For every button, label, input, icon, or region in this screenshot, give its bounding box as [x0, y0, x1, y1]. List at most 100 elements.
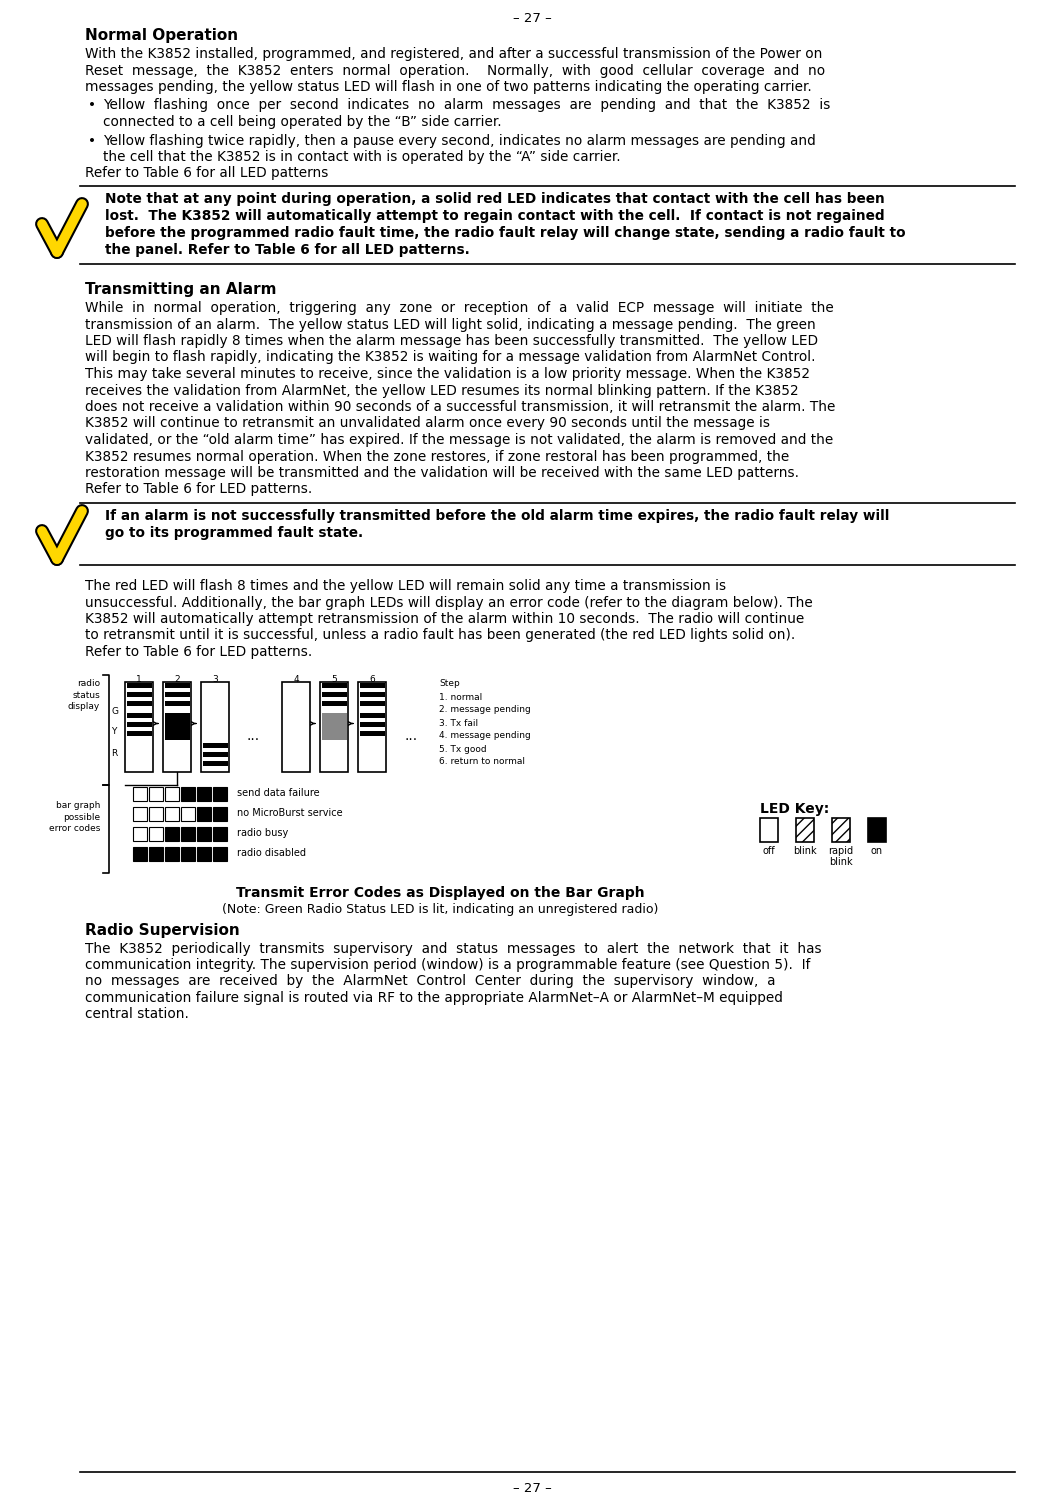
Text: (Note: Green Radio Status LED is lit, indicating an unregistered radio): (Note: Green Radio Status LED is lit, in…	[221, 903, 659, 916]
Text: transmission of an alarm.  The yellow status LED will light solid, indicating a : transmission of an alarm. The yellow sta…	[85, 318, 816, 331]
Bar	[127, 701, 151, 706]
Bar	[202, 761, 228, 765]
Text: restoration message will be transmitted and the validation will be received with: restoration message will be transmitted …	[85, 466, 799, 480]
Bar	[202, 756, 228, 761]
Text: Normal Operation: Normal Operation	[85, 28, 238, 43]
Bar	[360, 697, 384, 701]
Bar	[133, 827, 147, 840]
Text: communication failure signal is routed via RF to the appropriate AlarmNet–A or A: communication failure signal is routed v…	[85, 991, 783, 1006]
Bar	[181, 786, 195, 801]
Text: communication integrity. The supervision period (window) is a programmable featu: communication integrity. The supervision…	[85, 958, 811, 971]
Bar	[321, 701, 347, 706]
Text: does not receive a validation within 90 seconds of a successful transmission, it: does not receive a validation within 90 …	[85, 400, 835, 413]
Bar	[360, 706, 384, 710]
Text: the panel. Refer to Table 6 for all LED patterns.: the panel. Refer to Table 6 for all LED …	[105, 243, 469, 257]
Bar	[360, 692, 384, 697]
Text: validated, or the “old alarm time” has expired. If the message is not validated,: validated, or the “old alarm time” has e…	[85, 433, 833, 448]
Bar	[202, 747, 228, 752]
Bar	[165, 827, 179, 840]
Bar	[165, 697, 189, 701]
Bar	[358, 682, 386, 771]
Bar	[165, 846, 179, 861]
Text: 2. message pending: 2. message pending	[439, 706, 531, 715]
Bar	[149, 846, 163, 861]
Text: K3852 will automatically attempt retransmission of the alarm within 10 seconds. : K3852 will automatically attempt retrans…	[85, 612, 804, 627]
Bar	[360, 688, 384, 692]
Bar	[796, 818, 814, 841]
Bar	[197, 807, 211, 821]
Text: •: •	[88, 133, 96, 148]
Bar	[321, 697, 347, 701]
Text: radio disabled: radio disabled	[237, 849, 306, 858]
Bar	[127, 706, 151, 710]
Text: LED will flash rapidly 8 times when the alarm message has been successfully tran: LED will flash rapidly 8 times when the …	[85, 334, 818, 348]
Text: blink: blink	[793, 846, 817, 855]
Bar	[181, 846, 195, 861]
Bar	[282, 682, 310, 771]
Text: Transmitting an Alarm: Transmitting an Alarm	[85, 282, 277, 297]
Text: 3. Tx fail: 3. Tx fail	[439, 719, 478, 728]
Text: Reset  message,  the  K3852  enters  normal  operation.    Normally,  with  good: Reset message, the K3852 enters normal o…	[85, 64, 825, 78]
Text: Note that at any point during operation, a solid red LED indicates that contact : Note that at any point during operation,…	[105, 192, 885, 206]
Bar	[149, 786, 163, 801]
Text: no  messages  are  received  by  the  AlarmNet  Control  Center  during  the  su: no messages are received by the AlarmNet…	[85, 974, 776, 989]
Bar	[213, 807, 227, 821]
Bar	[127, 727, 151, 731]
Bar	[165, 701, 189, 706]
Bar	[360, 701, 384, 706]
Text: 1: 1	[136, 674, 142, 683]
Bar	[127, 683, 151, 688]
Bar	[360, 736, 384, 740]
Text: K3852 will continue to retransmit an unvalidated alarm once every 90 seconds unt: K3852 will continue to retransmit an unv…	[85, 416, 770, 431]
Bar	[213, 827, 227, 840]
Bar	[321, 713, 347, 740]
Text: rapid
blink: rapid blink	[829, 846, 853, 867]
Bar	[201, 682, 229, 771]
Text: Yellow  flashing  once  per  second  indicates  no  alarm  messages  are  pendin: Yellow flashing once per second indicate…	[103, 98, 830, 112]
Bar	[127, 736, 151, 740]
Text: Step: Step	[439, 679, 460, 688]
Bar	[181, 827, 195, 840]
Text: Transmit Error Codes as Displayed on the Bar Graph: Transmit Error Codes as Displayed on the…	[236, 886, 645, 901]
Bar	[165, 706, 189, 710]
Text: before the programmed radio fault time, the radio fault relay will change state,: before the programmed radio fault time, …	[105, 225, 905, 240]
Bar	[127, 688, 151, 692]
Bar	[165, 713, 189, 740]
Text: 4: 4	[294, 674, 299, 683]
Bar	[868, 818, 886, 841]
Text: on: on	[871, 846, 883, 855]
Bar	[213, 846, 227, 861]
Bar	[760, 818, 778, 841]
Text: Refer to Table 6 for LED patterns.: Refer to Table 6 for LED patterns.	[85, 482, 312, 497]
Text: bar graph
possible
error codes: bar graph possible error codes	[49, 801, 100, 833]
Bar	[149, 807, 163, 821]
Text: – 27 –: – 27 –	[513, 1482, 551, 1492]
Bar	[127, 722, 151, 727]
Bar	[832, 818, 850, 841]
Text: R: R	[111, 749, 117, 758]
Text: 4. message pending: 4. message pending	[439, 731, 531, 740]
Bar	[202, 752, 228, 756]
Bar	[181, 807, 195, 821]
Text: G: G	[111, 707, 118, 716]
Bar	[321, 706, 347, 710]
Text: connected to a cell being operated by the “B” side carrier.: connected to a cell being operated by th…	[103, 115, 501, 128]
Text: 5. Tx good: 5. Tx good	[439, 745, 486, 753]
Text: 6. return to normal: 6. return to normal	[439, 758, 525, 767]
Text: central station.: central station.	[85, 1007, 189, 1022]
Bar	[321, 692, 347, 697]
Text: 6: 6	[369, 674, 375, 683]
Text: •: •	[88, 98, 96, 112]
Bar	[197, 786, 211, 801]
Text: ...: ...	[247, 730, 260, 743]
Bar	[165, 688, 189, 692]
Text: unsuccessful. Additionally, the bar graph LEDs will display an error code (refer: unsuccessful. Additionally, the bar grap…	[85, 595, 813, 610]
Bar	[124, 682, 153, 771]
Text: This may take several minutes to receive, since the validation is a low priority: This may take several minutes to receive…	[85, 367, 810, 380]
Text: off: off	[763, 846, 776, 855]
Text: K3852 resumes normal operation. When the zone restores, if zone restoral has bee: K3852 resumes normal operation. When the…	[85, 449, 789, 464]
Text: Yellow flashing twice rapidly, then a pause every second, indicates no alarm mes: Yellow flashing twice rapidly, then a pa…	[103, 133, 816, 148]
Bar	[360, 727, 384, 731]
Bar	[127, 697, 151, 701]
Text: The red LED will flash 8 times and the yellow LED will remain solid any time a t: The red LED will flash 8 times and the y…	[85, 579, 726, 592]
